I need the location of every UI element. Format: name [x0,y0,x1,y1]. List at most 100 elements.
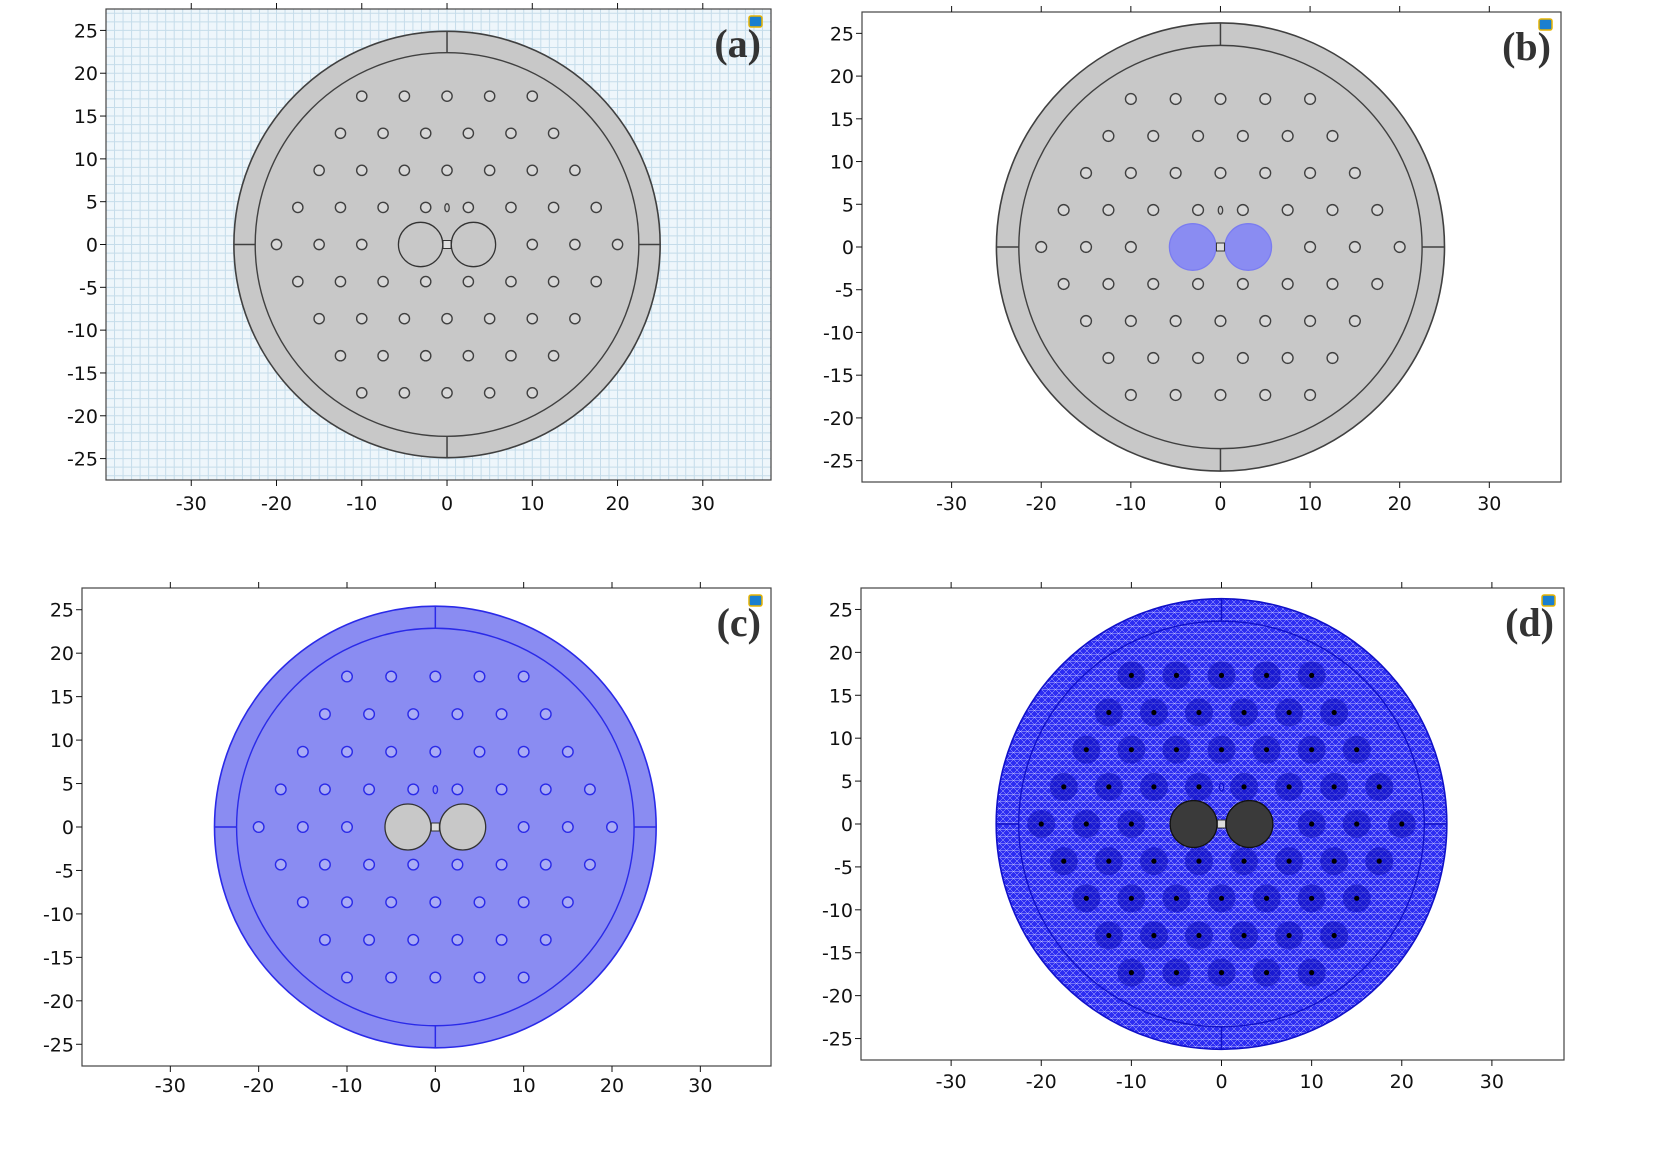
air-hole [611,238,624,251]
y-tick-label: -5 [835,280,854,302]
air-hole [1354,747,1360,753]
y-tick-label: 0 [86,235,98,257]
air-hole [1083,747,1089,753]
air-hole [1309,747,1315,753]
air-hole [1106,858,1112,864]
air-hole [1331,858,1337,864]
air-hole [407,858,420,871]
air-hole [313,164,325,177]
center-gap [430,822,440,832]
air-hole [377,349,389,362]
air-hole [1035,240,1048,254]
air-hole [1173,672,1180,678]
air-hole [1102,351,1115,365]
air-hole [1147,129,1160,143]
air-hole [1147,351,1160,365]
air-hole [318,708,331,721]
air-hole [1147,203,1160,217]
air-hole [1259,314,1272,328]
air-hole [1218,970,1225,976]
x-tick-label: -20 [243,1075,274,1097]
air-hole [429,745,442,758]
air-hole [561,896,574,909]
air-hole [296,821,309,834]
left-core [1168,223,1217,271]
air-hole [363,858,376,871]
y-tick-label: 5 [842,194,854,216]
y-tick-label: 25 [830,23,854,45]
x-tick-label: -20 [261,493,292,515]
air-hole [1151,858,1157,864]
x-tick-label: 20 [605,493,629,515]
air-hole [462,275,475,288]
air-hole [1304,92,1317,106]
panel-label: (a) [714,21,761,66]
air-hole [419,127,432,140]
pml-partition-lines [214,606,657,1048]
y-tick-label: 15 [50,687,74,709]
air-hole [547,201,560,214]
air-hole [473,745,486,758]
air-hole [1124,388,1137,402]
air-hole [1169,92,1182,106]
x-tick-label: 0 [441,493,453,515]
air-hole [1214,388,1227,402]
air-hole [1061,858,1067,864]
air-hole [1354,821,1360,827]
air-hole [495,858,508,871]
air-hole [547,349,560,362]
air-hole [473,896,486,909]
pml-partition-lines [233,31,661,458]
air-hole [1083,895,1089,901]
air-hole [1038,821,1044,827]
air-hole [1128,895,1134,901]
y-tick-label: -15 [823,365,854,387]
air-hole [1286,784,1292,790]
x-tick-label: -30 [936,1071,967,1093]
left-core [1169,799,1218,849]
y-tick-label: 0 [62,817,74,839]
y-tick-label: -5 [55,860,74,882]
air-hole [1326,277,1339,291]
air-hole [355,312,368,325]
air-hole [1331,784,1337,790]
x-tick-label: -10 [346,493,377,515]
x-tick-label: 20 [1388,493,1412,515]
air-hole [1236,351,1249,365]
air-hole [385,670,398,683]
air-hole [1304,166,1317,180]
left-core [384,803,432,851]
air-hole [398,164,411,177]
air-hole [462,127,475,140]
defect-hole [444,203,450,213]
air-hole [296,745,309,758]
air-hole [590,201,603,214]
air-hole [1196,858,1202,864]
air-hole [590,275,603,288]
air-hole [1102,129,1115,143]
air-hole [1354,895,1360,901]
air-hole [1399,821,1405,827]
air-hole [1259,388,1272,402]
air-hole [583,858,596,871]
air-hole [483,164,496,177]
air-hole [561,821,574,834]
air-hole [495,933,508,946]
y-tick-label: 15 [830,109,854,131]
air-hole [385,896,398,909]
air-hole [419,275,432,288]
x-tick-label: 10 [1298,493,1322,515]
air-hole [1151,932,1157,939]
air-hole [539,783,552,796]
air-hole [363,708,376,721]
air-hole [1191,129,1205,143]
air-hole [1173,895,1180,901]
air-hole [505,201,517,214]
air-hole [569,238,581,251]
air-hole [441,90,453,102]
air-hole [1106,932,1112,939]
air-hole [1236,203,1249,217]
defect-hole [1218,782,1225,792]
y-tick-label: -25 [823,451,854,473]
x-tick-label: 30 [1480,1071,1504,1093]
